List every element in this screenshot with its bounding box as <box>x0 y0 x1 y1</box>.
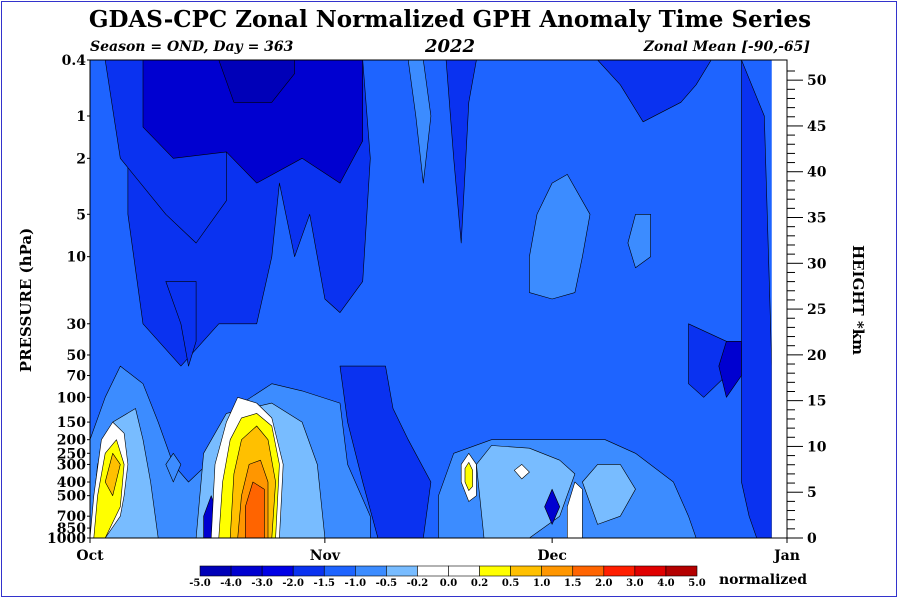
colorbar-level-label: 1.0 <box>533 578 550 589</box>
time-tick-label: Oct <box>76 548 104 564</box>
height-tick-label: 25 <box>807 302 826 318</box>
pressure-tick-label: 200 <box>57 433 86 449</box>
colorbar-swatch <box>261 565 294 577</box>
anomaly-region <box>688 323 727 398</box>
height-tick-label: 0 <box>807 531 817 547</box>
colorbar-swatch <box>386 565 418 577</box>
pressure-tick-label: 250 <box>57 446 86 462</box>
colorbar-swatch <box>510 565 542 577</box>
anomaly-contours <box>90 60 772 538</box>
anomaly-region <box>513 464 530 480</box>
colorbar-level-label: 0.5 <box>502 578 519 589</box>
colorbar-swatch <box>572 565 605 577</box>
pressure-tick-label: 0.4 <box>62 53 87 69</box>
colorbar-level-label: -3.0 <box>251 578 273 589</box>
colorbar-swatch <box>417 565 449 577</box>
anomaly-region <box>529 174 591 300</box>
colorbar-level-label: -1.0 <box>345 578 367 589</box>
colorbar-level-label: -4.0 <box>220 578 242 589</box>
colorbar-units-label: normalized <box>719 572 808 588</box>
height-tick-label: 10 <box>807 439 827 455</box>
anomaly-region <box>104 452 121 497</box>
pressure-tick-label: 70 <box>67 369 87 385</box>
colorbar-swatch <box>479 565 511 577</box>
anomaly-region <box>627 214 651 269</box>
pressure-tick-label: 300 <box>57 457 86 473</box>
colorbar-swatch <box>665 565 698 577</box>
anomaly-region <box>339 365 432 538</box>
colorbar-level-label: 2.0 <box>595 578 612 589</box>
height-tick-label: 15 <box>807 394 826 410</box>
chart-title: GDAS-CPC Zonal Normalized GPH Anomaly Ti… <box>88 6 812 33</box>
time-tick-label: Dec <box>537 548 567 564</box>
height-tick-label: 35 <box>807 211 826 227</box>
pressure-tick-label: 50 <box>67 348 87 364</box>
height-tick-label: 20 <box>807 348 827 364</box>
colorbar-swatch <box>603 565 636 577</box>
colorbar-swatch <box>634 565 667 577</box>
anomaly-region <box>597 60 712 123</box>
anomaly-region <box>245 481 265 538</box>
anomaly-region <box>165 281 197 367</box>
colorbar-swatch <box>230 565 263 577</box>
pressure-tick-label: 10 <box>67 250 87 266</box>
pressure-tick-label: 850 <box>57 521 86 537</box>
colorbar-level-label: 3.0 <box>626 578 643 589</box>
colorbar-level-label: -2.0 <box>282 578 304 589</box>
year-label: 2022 <box>424 36 476 57</box>
zonal-mean-label: Zonal Mean [-90,-65] <box>643 39 810 55</box>
colorbar-level-label: 5.0 <box>688 578 705 589</box>
height-tick-label: 45 <box>807 119 826 135</box>
height-tick-label: 50 <box>807 73 827 89</box>
colorbar-level-label: -0.5 <box>376 578 398 589</box>
pressure-tick-label: 100 <box>57 390 86 406</box>
colorbar-swatch <box>448 565 480 577</box>
anomaly-region <box>407 60 432 184</box>
anomaly-region <box>544 488 561 525</box>
anomaly-region <box>464 462 473 491</box>
pressure-tick-label: 150 <box>57 415 86 431</box>
colorbar-swatch <box>323 565 356 577</box>
anomaly-region <box>741 60 772 538</box>
pressure-tick-label: 1 <box>76 109 86 125</box>
height-tick-label: 5 <box>807 485 817 501</box>
no-data-strip <box>771 60 787 538</box>
anomaly-region <box>142 60 364 184</box>
colorbar-level-label: 1.5 <box>564 578 581 589</box>
anomaly-region <box>165 452 182 483</box>
anomaly-region <box>718 340 742 398</box>
colorbar-swatch <box>355 565 387 577</box>
colorbar-swatch <box>541 565 574 577</box>
season-label: Season = OND, Day = 363 <box>90 39 294 55</box>
colorbar-level-label: 0.0 <box>440 578 457 589</box>
pressure-tick-label: 5 <box>76 207 86 223</box>
pressure-tick-label: 700 <box>57 509 86 525</box>
pressure-tick-label: 30 <box>67 317 87 333</box>
colorbar-swatch <box>199 565 232 577</box>
anomaly-region <box>566 481 583 538</box>
pressure-tick-label: 400 <box>57 475 86 491</box>
time-tick-label: Nov <box>310 548 341 564</box>
height-tick-label: 30 <box>807 256 827 272</box>
pressure-tick-label: 2 <box>76 151 86 167</box>
pressure-tick-label: 500 <box>57 489 86 505</box>
time-tick-label: Jan <box>772 548 800 564</box>
colorbar-level-label: -1.5 <box>313 578 335 589</box>
colorbar-level-label: 0.2 <box>471 578 488 589</box>
colorbar-level-label: -0.2 <box>407 578 429 589</box>
colorbar-level-label: 4.0 <box>657 578 674 589</box>
pressure-tick-label: 1000 <box>47 531 86 547</box>
colorbar-swatch <box>292 565 325 577</box>
anomaly-region <box>218 60 295 103</box>
height-tick-label: 40 <box>807 165 827 181</box>
anomaly-region <box>582 464 636 525</box>
anomaly-region <box>445 60 477 244</box>
colorbar-level-label: -5.0 <box>189 578 211 589</box>
